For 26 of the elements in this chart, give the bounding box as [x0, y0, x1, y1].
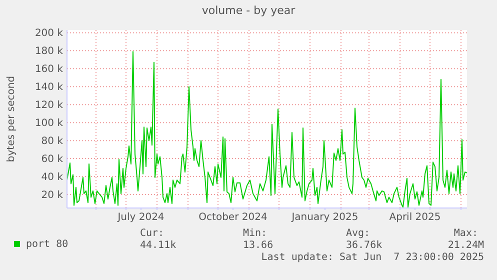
y-tick-label: 200 k — [34, 28, 64, 40]
legend-label: port 80 — [26, 239, 68, 250]
x-tick-label: July 2024 — [116, 212, 164, 223]
x-tick-label: October 2024 — [198, 212, 268, 223]
y-tick-label: 20 k — [41, 190, 64, 202]
y-tick-label: 100 k — [34, 118, 64, 130]
text: 21.24M — [448, 240, 484, 251]
text: Min: — [243, 228, 268, 239]
y-tick-label: 140 k — [34, 82, 64, 94]
text: 44.11k — [140, 240, 176, 251]
y-tick-label: 40 k — [41, 172, 64, 184]
text: Cur: — [140, 228, 164, 239]
x-tick-label: January 2025 — [290, 212, 358, 223]
y-tick-label: 120 k — [34, 100, 64, 112]
y-tick-label: 160 k — [34, 64, 64, 76]
text: Last update: Sat Jun 7 23:00:00 2025 — [261, 252, 484, 263]
text: Avg: — [346, 228, 370, 239]
chart-title: volume - by year — [202, 4, 296, 17]
y-tick-label: 60 k — [41, 154, 64, 166]
text: 36.76k — [346, 240, 382, 251]
y-tick-label: 80 k — [41, 136, 64, 148]
y-axis-title: bytes per second — [6, 76, 17, 162]
text: 13.66 — [243, 240, 274, 251]
text: Max: — [454, 228, 478, 239]
x-tick-label: April 2025 — [389, 212, 441, 223]
y-tick-label: 180 k — [34, 46, 64, 58]
